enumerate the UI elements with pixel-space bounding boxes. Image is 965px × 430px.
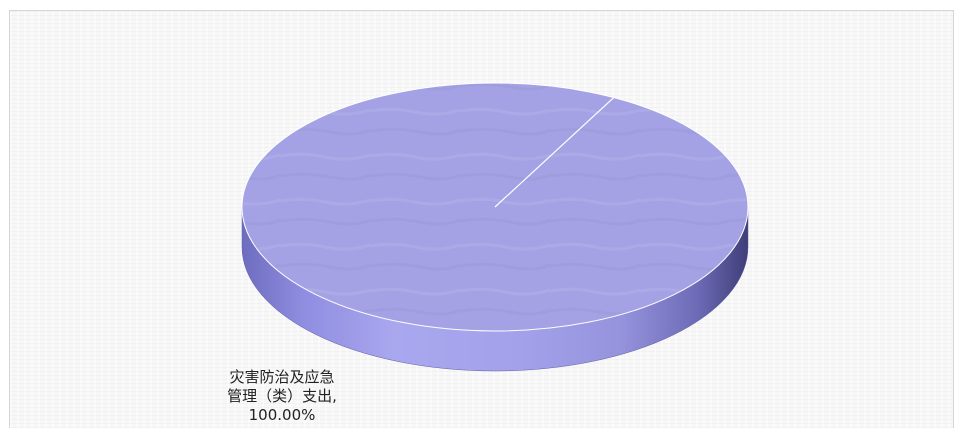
pie-chart [241, 82, 749, 372]
slice-label-line-1: 灾害防治及应急 [229, 368, 335, 386]
chart-frame: 灾害防治及应急 管理（类）支出, 100.00% [9, 10, 954, 428]
pie-slice-seam [494, 97, 615, 208]
slice-label-line-2: 管理（类）支出, [227, 387, 337, 405]
slice-label-value: 100.00% [248, 406, 316, 424]
slice-label: 灾害防治及应急 管理（类）支出, 100.00% [222, 368, 342, 425]
pie-group [241, 82, 749, 372]
